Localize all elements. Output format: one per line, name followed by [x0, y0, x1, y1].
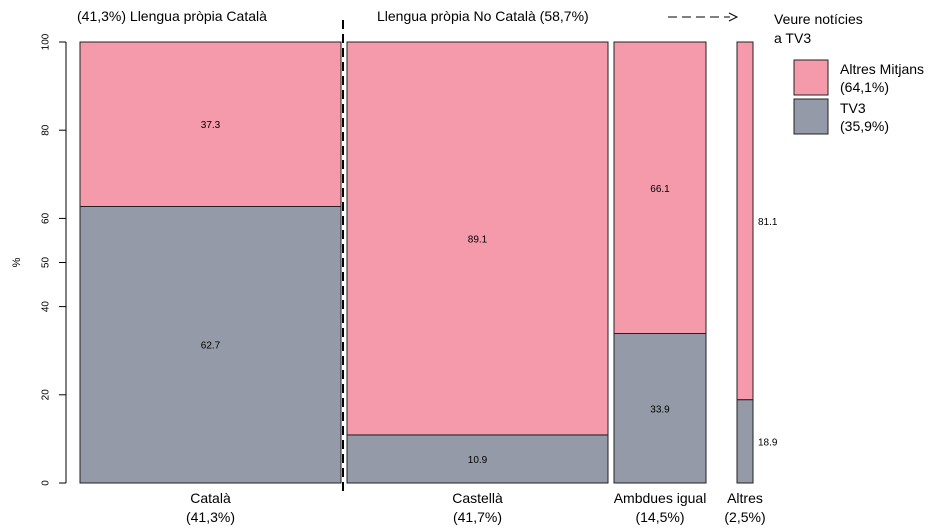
y-tick-label-40: 40	[41, 301, 52, 313]
value-label-altres-mitjans-1: 89.1	[468, 234, 488, 245]
value-label-altres-mitjans-3: 81.1	[758, 217, 778, 228]
y-tick-label-20: 20	[41, 389, 52, 401]
legend-swatch-altres-mitjans	[793, 59, 829, 96]
header-right: Llengua pròpia No Català (58,7%)	[377, 8, 589, 24]
value-label-altres-mitjans-0: 37.3	[201, 120, 221, 131]
value-label-altres-mitjans-2: 66.1	[650, 184, 670, 195]
y-tick-label-80: 80	[41, 124, 52, 136]
y-tick-label-100: 100	[41, 33, 52, 50]
value-label-tv3-3: 18.9	[758, 437, 778, 448]
legend-label-tv3: TV3	[840, 100, 866, 116]
value-label-tv3-2: 33.9	[650, 404, 670, 415]
legend-title-line1: Veure notícies	[774, 11, 863, 27]
category-share-1: (41,7%)	[453, 509, 502, 525]
bar-altres-mitjans-2	[613, 41, 707, 335]
bar-tv3-3	[736, 399, 754, 484]
category-label-2: Ambdues igual	[614, 490, 707, 506]
legend-title-line2: a TV3	[774, 30, 811, 46]
category-share-2: (14,5%)	[635, 509, 684, 525]
bar-tv3-2	[613, 333, 707, 484]
bar-altres-mitjans-0	[79, 41, 342, 207]
y-axis-label: %	[11, 257, 23, 267]
header-left: (41,3%) Llengua pròpia Català	[77, 8, 267, 24]
bar-altres-mitjans-3	[736, 41, 754, 401]
legend-swatch-tv3	[793, 98, 829, 135]
value-label-tv3-1: 10.9	[468, 455, 488, 466]
value-label-tv3-0: 62.7	[201, 341, 221, 352]
bar-tv3-1	[346, 434, 609, 484]
category-share-0: (41,3%)	[186, 509, 235, 525]
bar-altres-mitjans-1	[346, 41, 609, 436]
legend-share-tv3: (35,9%)	[840, 118, 889, 134]
legend-share-altres-mitjans: (64,1%)	[840, 79, 889, 95]
category-label-3: Altres	[727, 490, 763, 506]
category-share-3: (2,5%)	[724, 509, 765, 525]
y-tick-label-60: 60	[41, 212, 52, 224]
legend-label-altres-mitjans: Altres Mitjans	[840, 61, 924, 77]
category-label-0: Català	[190, 490, 231, 506]
category-label-1: Castellà	[452, 490, 503, 506]
y-tick-label-0: 0	[41, 480, 52, 486]
legend-arrow-head	[728, 12, 739, 22]
y-tick-label-50: 50	[41, 257, 52, 269]
bar-tv3-0	[79, 205, 342, 484]
